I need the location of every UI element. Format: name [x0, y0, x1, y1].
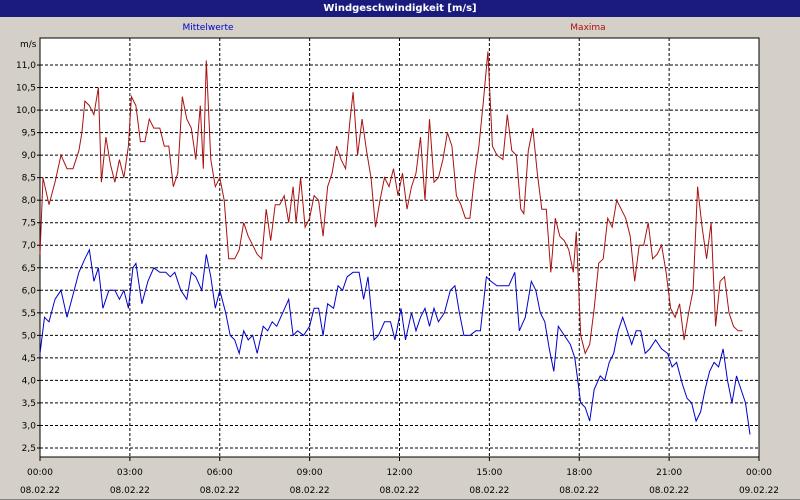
x-tick-label-time: 18:00 [566, 468, 592, 478]
y-tick-label: 8,5 [22, 174, 36, 184]
series-line-mittelwerte [39, 248, 751, 435]
x-tick-label-date: 08.02.22 [110, 486, 150, 496]
y-tick-label: 9,0 [22, 151, 37, 161]
x-tick-label-time: 00:00 [27, 468, 53, 478]
x-tick-label-time: 12:00 [387, 468, 413, 478]
x-tick-label-date: 09.02.22 [739, 486, 779, 496]
x-tick-label-date: 08.02.22 [200, 486, 240, 496]
x-tick-label-time: 15:00 [476, 468, 502, 478]
y-axis-unit: m/s [20, 40, 37, 50]
x-tick-label-time: 00:00 [746, 468, 772, 478]
y-tick-label: 9,5 [22, 129, 36, 139]
x-tick-label-date: 08.02.22 [290, 486, 330, 496]
x-tick-label-date: 08.02.22 [559, 486, 599, 496]
y-tick-label: 5,5 [22, 309, 36, 319]
y-tick-label: 7,0 [22, 241, 37, 251]
x-tick-label-time: 06:00 [207, 468, 233, 478]
wind-speed-chart: Mittelwerte Maxima m/s 2,5 3,0 3,5 4,0 4,5 5,0 5,… [0, 23, 800, 500]
legend-mittelwerte: Mittelwerte [182, 23, 233, 33]
window-title: Windgeschwindigkeit [m/s] [0, 0, 800, 17]
y-tick-label: 3,5 [22, 399, 36, 409]
y-tick-label: 7,5 [22, 219, 36, 229]
y-tick-label: 10,0 [16, 106, 36, 116]
x-tick-label-date: 08.02.22 [379, 486, 419, 496]
y-tick-label: 6,0 [22, 286, 37, 296]
y-tick-label: 11,0 [16, 61, 36, 71]
series-line-maxima [39, 51, 743, 355]
y-tick-label: 2,5 [22, 444, 36, 454]
x-tick-label-date: 08.02.22 [469, 486, 509, 496]
x-tick-label-time: 09:00 [297, 468, 323, 478]
y-tick-label: 4,0 [22, 376, 37, 386]
y-tick-label: 8,0 [22, 196, 37, 206]
x-tick-label-time: 21:00 [656, 468, 682, 478]
legend-maxima: Maxima [570, 23, 605, 33]
x-tick-label-time: 03:00 [117, 468, 143, 478]
y-tick-label: 3,0 [22, 421, 37, 431]
y-tick-label: 5,0 [22, 331, 37, 341]
x-tick-label-date: 08.02.22 [649, 486, 689, 496]
y-tick-label: 4,5 [22, 354, 36, 364]
x-tick-label-date: 08.02.22 [20, 486, 60, 496]
y-tick-label: 6,5 [22, 264, 36, 274]
y-tick-label: 10,5 [16, 84, 36, 94]
